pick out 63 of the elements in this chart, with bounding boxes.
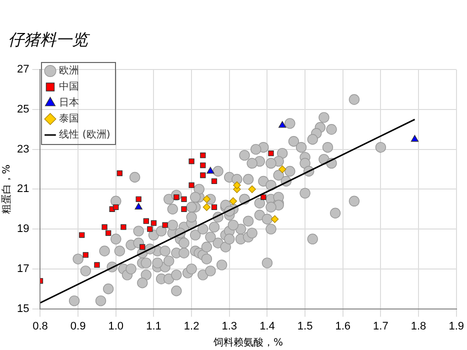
y-tick-label: 27 [16, 64, 30, 76]
point [134, 202, 142, 210]
point [188, 182, 194, 188]
y-tick-label: 17 [16, 262, 30, 275]
x-tick-label: 0.8 [32, 320, 48, 332]
point [229, 197, 238, 206]
x-tick-label: 1.2 [184, 320, 200, 332]
point [150, 220, 157, 226]
point [188, 158, 194, 164]
point [82, 252, 88, 258]
point [79, 232, 85, 238]
point [120, 224, 126, 230]
x-tick-label: 1.4 [260, 320, 275, 332]
point [260, 194, 266, 200]
legend-label: 泰国 [59, 114, 80, 125]
point [270, 215, 279, 223]
y-tick-label: 25 [16, 104, 30, 116]
point [202, 195, 211, 204]
point [181, 206, 187, 212]
point [162, 222, 168, 228]
x-tick-label: 1.9 [448, 320, 464, 332]
point [202, 203, 211, 211]
point [147, 226, 153, 232]
point [248, 185, 256, 194]
legend-label: 欧洲 [59, 64, 80, 77]
x-tick-label: 1.0 [108, 320, 124, 332]
point [206, 166, 214, 174]
x-tick-label: 1.6 [335, 320, 351, 332]
point [143, 218, 149, 224]
y-axis-title: 粗蛋白，% [0, 164, 13, 214]
point [200, 152, 206, 158]
y-tick-label: 21 [16, 183, 30, 196]
point [233, 181, 241, 190]
legend-label: 中国 [59, 80, 80, 93]
point [181, 196, 187, 202]
point [200, 172, 206, 178]
point [94, 262, 100, 268]
point [113, 204, 119, 210]
point [268, 150, 274, 156]
point [140, 244, 146, 250]
x-axis-title: 饲料赖氨酸，% [212, 336, 284, 349]
legend-label: 线性 (欧洲) [59, 128, 110, 141]
x-tick-label: 1.1 [146, 320, 162, 332]
point [278, 121, 286, 128]
x-tick-label: 1.3 [222, 320, 238, 332]
point [102, 224, 108, 230]
x-tick-label: 1.7 [373, 320, 388, 332]
point [136, 196, 142, 202]
point [200, 162, 206, 168]
y-tick-label: 19 [16, 223, 30, 236]
point [278, 165, 286, 174]
x-tick-label: 0.9 [70, 320, 86, 332]
y-tick-label: 15 [16, 302, 30, 315]
point [211, 204, 218, 210]
chart-title: 仔猪料一览 [8, 30, 88, 51]
point [106, 230, 112, 236]
y-tick-label: 23 [16, 143, 30, 156]
x-tick-label: 1.8 [410, 320, 426, 332]
x-tick-label: 1.5 [297, 320, 313, 332]
legend-label: 日本 [59, 96, 80, 109]
point [211, 178, 218, 184]
point [410, 135, 419, 142]
point [116, 170, 122, 176]
